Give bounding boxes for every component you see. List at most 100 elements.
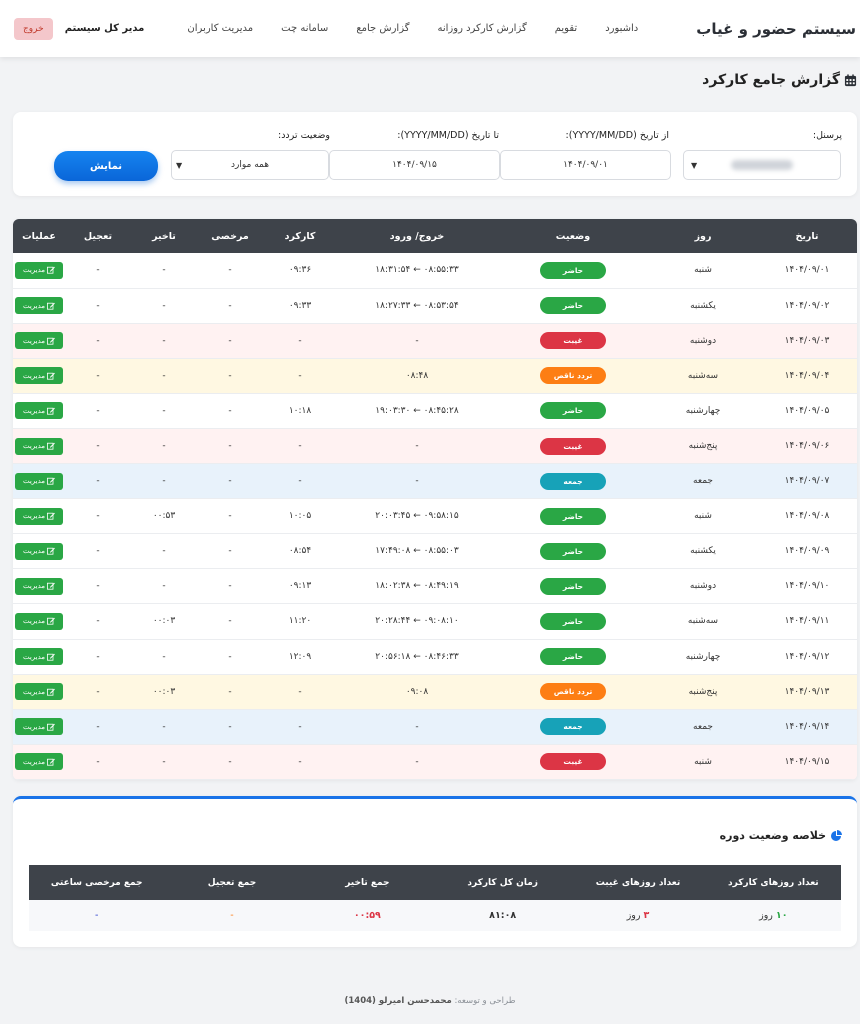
status-cell: تردد ناقص	[497, 674, 649, 709]
total-work-value: ۸۱:۰۸	[489, 910, 517, 921]
in-out-cell: ۰۸:۵۵:۰۳ ← ۱۷:۴۹:۰۸	[375, 546, 459, 557]
status-label: وضعیت تردد:	[278, 130, 330, 141]
summary-title-text: خلاصه وضعیت دوره	[719, 829, 826, 842]
late-cell: -	[162, 546, 166, 557]
total-early-value: -	[230, 910, 234, 921]
status-cell: حاضر	[497, 253, 649, 288]
table-row: ۱۴۰۴/۰۹/۰۳ دوشنبه غیبت - - - - - مدیریت	[13, 323, 857, 359]
to-date-input[interactable]: ۱۴۰۴/۰۹/۱۵	[329, 150, 500, 180]
absent-days-unit: روز	[626, 910, 641, 921]
nav-link-daily-report[interactable]: گزارش کارکرد روزانه	[437, 23, 527, 34]
manage-button-label: مدیریت	[22, 407, 46, 415]
from-date-input[interactable]: ۱۴۰۴/۰۹/۰۱	[500, 150, 671, 180]
col-total-hourly-leave: جمع مرخصی ساعتی	[50, 877, 143, 888]
table-row: ۱۴۰۴/۰۹/۰۲ یکشنبه حاضر ۰۸:۵۳:۵۴ ← ۱۸:۲۷:۳۳ ۰…	[13, 288, 857, 324]
day-cell: شنبه	[694, 511, 712, 522]
col-status: وضعیت	[555, 230, 591, 242]
day-cell: جمعه	[693, 476, 713, 487]
logout-button[interactable]: خروج	[14, 17, 53, 40]
manage-button[interactable]: مدیریت	[15, 542, 63, 560]
late-cell: -	[162, 370, 166, 381]
in-out-cell: -	[415, 756, 419, 767]
leave-cell: -	[228, 651, 232, 662]
manage-button[interactable]: مدیریت	[15, 402, 63, 420]
status-cell: غیبت	[497, 744, 649, 779]
col-leave: مرخصی	[211, 230, 249, 242]
status-select[interactable]: همه موارد ▼	[171, 150, 329, 180]
show-button[interactable]: نمایش	[54, 151, 158, 181]
day-cell: دوشنبه	[689, 581, 717, 592]
brand-title[interactable]: سیستم حضور و غیاب	[696, 19, 856, 38]
manage-button[interactable]: مدیریت	[15, 612, 63, 630]
manage-button[interactable]: مدیریت	[15, 577, 63, 595]
actions-cell: مدیریت	[13, 569, 65, 604]
nav-link-full-report[interactable]: گزارش جامع	[356, 23, 410, 34]
manage-button[interactable]: مدیریت	[15, 332, 63, 350]
manage-button[interactable]: مدیریت	[15, 297, 63, 315]
status-cell: تردد ناقص	[497, 358, 649, 393]
personnel-select[interactable]: ▼	[683, 150, 841, 180]
page-title: گزارش جامع کارکرد	[702, 72, 857, 88]
manage-button[interactable]: مدیریت	[15, 261, 63, 279]
actions-cell: مدیریت	[13, 288, 65, 323]
early-cell: -	[96, 441, 100, 452]
table-row: ۱۴۰۴/۰۹/۰۸ شنبه حاضر ۰۹:۵۸:۱۵ ← ۲۰:۰۳:۴۵ ۱۰:…	[13, 498, 857, 534]
date-cell: ۱۴۰۴/۰۹/۰۲	[784, 300, 830, 311]
day-cell: سه‌شنبه	[687, 616, 719, 627]
status-cell: حاضر	[497, 499, 649, 534]
late-cell: ۰۰:۰۳	[152, 616, 176, 627]
top-navbar: سیستم حضور و غیاب داشبورد تقویم گزارش کا…	[0, 0, 860, 57]
early-cell: -	[96, 476, 100, 487]
nav-link-user-management[interactable]: مدیریت کاربران	[187, 23, 254, 34]
table-row: ۱۴۰۴/۰۹/۰۶ پنج‌شنبه غیبت - - - - - مدیریت	[13, 428, 857, 464]
leave-cell: -	[228, 511, 232, 522]
work-days-unit: روز	[759, 910, 773, 921]
status-badge: غیبت	[540, 437, 606, 455]
late-cell: -	[162, 721, 166, 732]
nav-link-dashboard[interactable]: داشبورد	[605, 23, 639, 34]
actions-cell: مدیریت	[13, 674, 65, 709]
manage-button-label: مدیریت	[22, 337, 46, 345]
nav-link-calendar[interactable]: تقویم	[554, 23, 578, 34]
edit-icon	[47, 548, 55, 555]
manage-button[interactable]: مدیریت	[15, 472, 63, 490]
date-cell: ۱۴۰۴/۰۹/۰۹	[784, 546, 830, 557]
manage-button[interactable]: مدیریت	[15, 683, 63, 701]
late-cell: -	[162, 300, 166, 311]
date-cell: ۱۴۰۴/۰۹/۰۴	[784, 370, 830, 381]
status-select-value: همه موارد	[231, 160, 269, 170]
status-cell: حاضر	[497, 534, 649, 569]
manage-button[interactable]: مدیریت	[15, 507, 63, 525]
status-cell: جمعه	[497, 709, 649, 744]
status-cell: جمعه	[497, 464, 649, 499]
edit-icon	[47, 477, 55, 485]
nav-link-chat[interactable]: سامانه چت	[281, 23, 329, 34]
footer: طراحی و توسعه: محمدحسن امیرلو (1404)	[0, 996, 860, 1006]
manage-button[interactable]: مدیریت	[15, 648, 63, 666]
report-table-body: ۱۴۰۴/۰۹/۰۱ شنبه حاضر ۰۸:۵۵:۳۳ ← ۱۸:۳۱:۵۴ ۰۹:…	[13, 253, 857, 780]
work-days-value: ۱۰	[775, 910, 788, 921]
manage-button[interactable]: مدیریت	[15, 718, 63, 736]
manage-button[interactable]: مدیریت	[15, 753, 63, 771]
status-badge: حاضر	[540, 261, 606, 279]
edit-icon	[47, 337, 55, 345]
manage-button-label: مدیریت	[22, 758, 46, 766]
early-cell: -	[96, 335, 100, 346]
col-in-out: خروج/ ورود	[389, 230, 445, 242]
in-out-cell: -	[415, 476, 419, 487]
manage-button-label: مدیریت	[22, 688, 46, 696]
table-row: ۱۴۰۴/۰۹/۱۳ پنج‌شنبه تردد ناقص ۰۹:۰۸ - - ۰۰:۰۳ -…	[13, 674, 857, 710]
leave-cell: -	[228, 476, 232, 487]
manage-button-label: مدیریت	[22, 372, 46, 380]
in-out-cell: ۰۹:۰۸	[405, 686, 429, 697]
manage-button-label: مدیریت	[22, 478, 46, 486]
early-cell: -	[96, 370, 100, 381]
late-cell: -	[162, 405, 166, 416]
manage-button-label: مدیریت	[22, 618, 46, 626]
absent-days-value: ۳	[643, 910, 650, 921]
manage-button[interactable]: مدیریت	[15, 367, 63, 385]
actions-cell: مدیریت	[13, 464, 65, 499]
work-cell: ۱۰:۱۸	[288, 405, 312, 416]
manage-button[interactable]: مدیریت	[15, 437, 63, 455]
day-cell: دوشنبه	[689, 335, 717, 346]
